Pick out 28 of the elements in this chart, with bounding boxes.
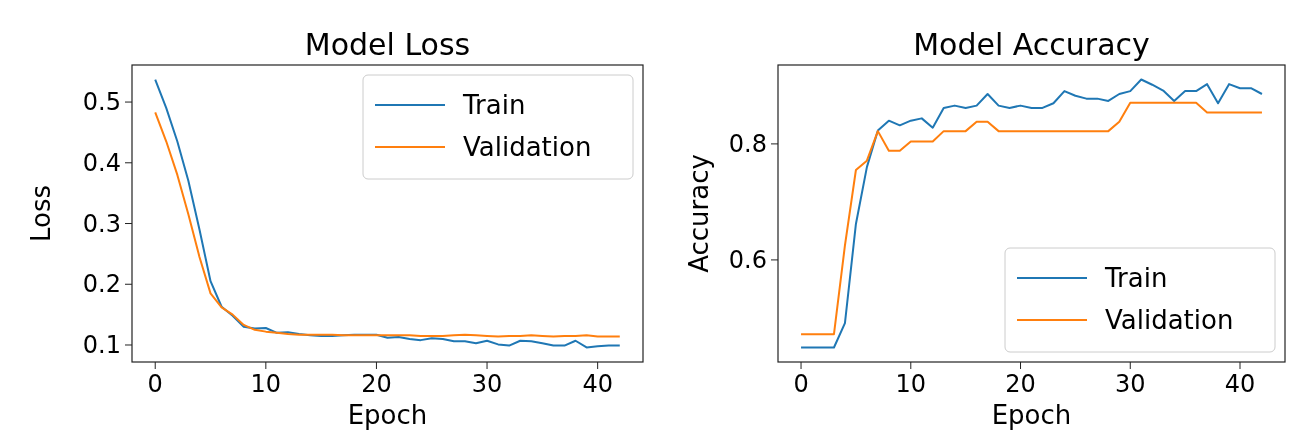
legend-label: Train xyxy=(462,90,526,120)
x-tick-label: 20 xyxy=(361,370,392,398)
chart-title: Model Accuracy xyxy=(913,27,1150,62)
legend-label: Train xyxy=(1104,263,1168,293)
legend-label: Validation xyxy=(1105,305,1234,335)
y-tick-label: 0.8 xyxy=(728,129,767,158)
legend-label: Validation xyxy=(463,132,592,162)
y-axis-title: Loss xyxy=(26,184,56,243)
x-tick-label: 10 xyxy=(895,370,927,398)
y-tick-label: 0.6 xyxy=(728,245,767,274)
chart-title: Model Loss xyxy=(304,27,471,62)
y-axis-title: Accuracy xyxy=(684,154,714,273)
y-tick-label: 0.4 xyxy=(82,148,121,177)
y-tick-label: 0.5 xyxy=(82,88,121,117)
x-tick-label: 10 xyxy=(250,370,282,398)
y-tick-label: 0.1 xyxy=(82,330,121,359)
x-tick-label: 30 xyxy=(1114,370,1146,398)
y-tick-label: 0.3 xyxy=(82,209,121,238)
y-tick-label: 0.2 xyxy=(82,270,121,299)
x-axis-title: Epoch xyxy=(991,400,1072,430)
x-tick-label: 40 xyxy=(1224,370,1256,398)
x-axis-title: Epoch xyxy=(347,400,428,430)
line-series xyxy=(154,78,621,349)
x-tick-label: 30 xyxy=(471,370,503,398)
x-tick-label: 0 xyxy=(147,370,163,398)
x-tick-label: 20 xyxy=(1005,370,1036,398)
x-tick-label: 40 xyxy=(582,370,613,398)
x-tick-label: 0 xyxy=(793,370,809,398)
